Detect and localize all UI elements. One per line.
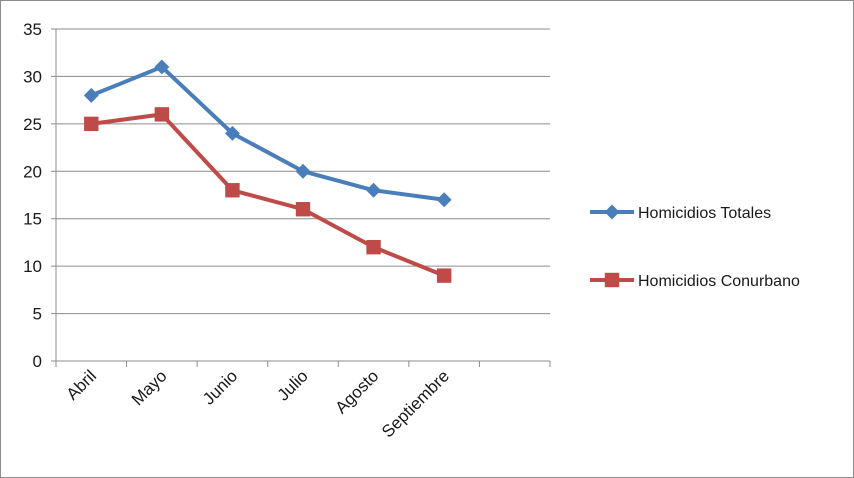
x-tick-label: Agosto [332, 366, 383, 417]
series-2 [84, 107, 452, 283]
x-tick-label: Junio [199, 366, 241, 408]
legend: Homicidios Totales Homicidios Conurbano [590, 204, 800, 290]
data-point-marker [295, 163, 311, 179]
data-point-marker [225, 183, 240, 198]
x-tick-label: Julio [274, 366, 312, 404]
data-point-marker [295, 202, 311, 217]
y-tick-label: 5 [33, 305, 42, 324]
y-tick-label: 20 [23, 162, 42, 181]
legend-label: Homicidios Conurbano [638, 273, 800, 290]
x-tick-label: Mayo [128, 366, 171, 409]
data-point-marker [436, 268, 452, 283]
data-point-marker [436, 192, 452, 208]
y-tick-label: 10 [23, 257, 42, 276]
data-point-marker [604, 204, 620, 220]
legend-item-1: Homicidios Totales [590, 204, 771, 222]
gridlines [56, 28, 550, 315]
data-point-marker [154, 107, 170, 122]
series-line [90, 64, 445, 202]
y-tick-label: 30 [23, 67, 42, 86]
axes [51, 28, 551, 367]
y-tick-label: 0 [33, 352, 42, 371]
series-line [91, 112, 445, 278]
data-point-marker [154, 59, 170, 75]
series-lines [83, 59, 452, 283]
data-point-marker [84, 116, 99, 132]
series-1 [83, 59, 452, 208]
y-tick-label: 35 [23, 20, 42, 39]
data-point-marker [366, 182, 382, 198]
legend-item-2: Homicidios Conurbano [590, 272, 800, 290]
x-tick-label: Abril [63, 366, 100, 403]
y-tick-labels: 0 5 10 15 20 25 30 35 [23, 20, 42, 371]
legend-label: Homicidios Totales [638, 205, 771, 222]
x-tick-label: Septiembre [378, 366, 453, 441]
data-point-marker [224, 125, 240, 141]
data-point-marker [604, 272, 620, 288]
data-point-marker [366, 239, 381, 255]
y-tick-label: 25 [23, 115, 42, 134]
data-point-marker [83, 87, 99, 103]
y-tick-label: 15 [23, 210, 42, 229]
